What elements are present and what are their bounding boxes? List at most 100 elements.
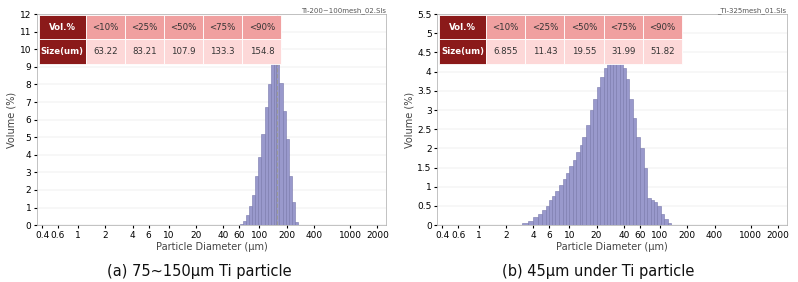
Bar xyxy=(559,185,563,225)
Bar xyxy=(439,15,486,39)
Bar xyxy=(252,195,255,225)
Text: <75%: <75% xyxy=(210,23,236,32)
Bar xyxy=(203,39,243,64)
Bar xyxy=(124,39,164,64)
Text: 31.99: 31.99 xyxy=(611,47,635,56)
Text: <50%: <50% xyxy=(571,23,597,32)
Text: 83.21: 83.21 xyxy=(132,47,156,56)
Bar xyxy=(564,39,603,64)
Bar xyxy=(276,61,279,225)
Bar xyxy=(552,196,555,225)
Bar xyxy=(85,15,124,39)
Bar xyxy=(563,179,566,225)
Bar xyxy=(620,60,622,225)
Bar xyxy=(622,68,626,225)
Text: <10%: <10% xyxy=(92,23,118,32)
Bar xyxy=(643,168,647,225)
Bar xyxy=(243,15,282,39)
Text: 6.855: 6.855 xyxy=(493,47,518,56)
Text: 63.22: 63.22 xyxy=(93,47,117,56)
Bar xyxy=(587,125,591,225)
Bar xyxy=(661,214,665,225)
Bar xyxy=(538,214,542,225)
Bar xyxy=(528,221,533,225)
Bar xyxy=(289,176,292,225)
Bar xyxy=(583,137,587,225)
Bar xyxy=(642,39,681,64)
Bar xyxy=(203,15,243,39)
Text: <25%: <25% xyxy=(531,23,558,32)
Bar xyxy=(522,223,528,225)
Bar xyxy=(486,39,525,64)
Bar xyxy=(616,54,620,225)
Bar xyxy=(525,15,564,39)
Bar xyxy=(294,222,298,225)
Bar xyxy=(271,61,274,225)
Bar xyxy=(243,221,246,225)
Text: <10%: <10% xyxy=(492,23,519,32)
Bar xyxy=(286,139,289,225)
Bar xyxy=(279,83,282,225)
Text: Vol.%: Vol.% xyxy=(449,23,476,32)
Bar xyxy=(606,60,610,225)
Bar xyxy=(243,39,282,64)
Bar xyxy=(603,15,642,39)
Bar xyxy=(603,39,642,64)
Text: <50%: <50% xyxy=(170,23,197,32)
Bar xyxy=(573,160,576,225)
Text: Size(um): Size(um) xyxy=(441,47,484,56)
Bar xyxy=(124,15,164,39)
Bar xyxy=(591,110,594,225)
Bar xyxy=(249,206,252,225)
Text: 11.43: 11.43 xyxy=(532,47,557,56)
Bar xyxy=(85,39,124,64)
Bar xyxy=(604,68,606,225)
Bar xyxy=(600,78,604,225)
Bar xyxy=(566,173,569,225)
Text: _Ti-325mesh_01.Sls: _Ti-325mesh_01.Sls xyxy=(717,7,787,14)
Text: <75%: <75% xyxy=(610,23,636,32)
Bar xyxy=(259,157,262,225)
Bar xyxy=(525,39,564,64)
X-axis label: Particle Diameter (μm): Particle Diameter (μm) xyxy=(556,243,668,252)
Bar xyxy=(630,98,633,225)
Bar xyxy=(546,206,549,225)
Bar xyxy=(642,15,681,39)
Bar xyxy=(647,198,650,225)
Text: 51.82: 51.82 xyxy=(650,47,674,56)
Text: 154.8: 154.8 xyxy=(250,47,275,56)
Text: Vol.%: Vol.% xyxy=(49,23,76,32)
Bar xyxy=(613,52,616,225)
Text: (a) 75~150μm Ti particle: (a) 75~150μm Ti particle xyxy=(107,264,292,279)
Y-axis label: Volume (%): Volume (%) xyxy=(405,92,414,148)
Bar xyxy=(610,54,613,225)
Bar xyxy=(486,15,525,39)
Bar xyxy=(549,200,552,225)
Bar xyxy=(654,202,658,225)
Text: 19.55: 19.55 xyxy=(571,47,596,56)
Bar xyxy=(626,79,630,225)
Bar xyxy=(597,87,600,225)
Bar xyxy=(555,191,559,225)
Bar xyxy=(533,217,538,225)
Bar xyxy=(292,202,294,225)
Bar xyxy=(274,49,276,225)
Bar xyxy=(255,176,259,225)
Bar xyxy=(240,224,243,225)
X-axis label: Particle Diameter (μm): Particle Diameter (μm) xyxy=(156,243,267,252)
Bar xyxy=(38,39,85,64)
Bar xyxy=(38,15,85,39)
Bar xyxy=(594,98,597,225)
Bar xyxy=(164,39,203,64)
Text: <90%: <90% xyxy=(249,23,275,32)
Text: 133.3: 133.3 xyxy=(211,47,235,56)
Text: 107.9: 107.9 xyxy=(172,47,196,56)
Bar xyxy=(282,111,286,225)
Bar xyxy=(576,152,579,225)
Text: <90%: <90% xyxy=(649,23,675,32)
Bar xyxy=(262,134,265,225)
Text: <25%: <25% xyxy=(131,23,157,32)
Text: Size(um): Size(um) xyxy=(41,47,84,56)
Bar xyxy=(564,15,603,39)
Bar xyxy=(636,137,640,225)
